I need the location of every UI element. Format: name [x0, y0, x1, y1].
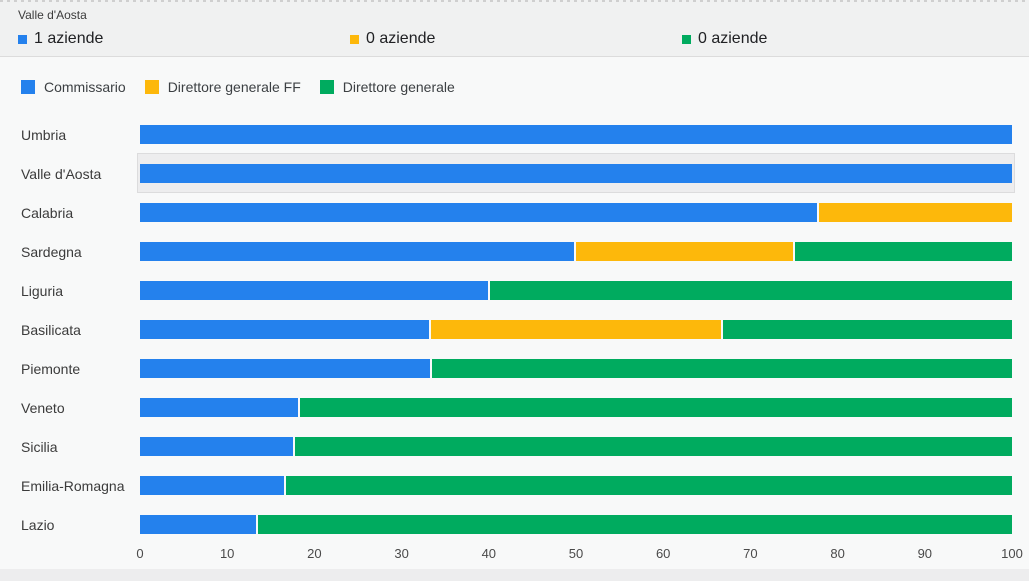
legend-label: Direttore generale: [342, 79, 455, 95]
bar-track: [140, 515, 1012, 534]
bar-segment-direttore-generale[interactable]: [490, 281, 1012, 300]
bar-segment-commissario[interactable]: [140, 515, 256, 534]
hover-readout-value-label: 0 aziende: [698, 30, 768, 47]
hover-readout-value-1: 0 aziende: [350, 30, 435, 48]
chart-row-basilicata: Basilicata: [0, 320, 1029, 359]
x-axis-tick-label: 70: [743, 546, 758, 561]
row-label: Umbria: [21, 126, 67, 143]
legend-item-commissario[interactable]: Commissario: [21, 79, 126, 95]
bar-segment-commissario[interactable]: [140, 242, 574, 261]
x-axis-tick-label: 30: [394, 546, 409, 561]
legend-label: Commissario: [44, 79, 126, 95]
bar-track: [140, 242, 1012, 261]
bar-segment-commissario[interactable]: [140, 476, 284, 495]
hover-readout-value-label: 0 aziende: [366, 30, 436, 47]
x-axis-tick-label: 50: [568, 546, 584, 561]
bar-segment-commissario[interactable]: [140, 125, 1012, 144]
bar-segment-direttore-generale[interactable]: [431, 359, 1012, 378]
chart-row-valle-d-aosta: Valle d'Aosta: [0, 153, 1029, 203]
bar-segment-commissario[interactable]: [140, 203, 817, 222]
bar-segment-direttore-generale[interactable]: [722, 320, 1012, 339]
row-label: Basilicata: [21, 321, 81, 338]
bar-segment-commissario[interactable]: [140, 164, 1012, 183]
legend-item-direttore-generale-ff[interactable]: Direttore generale FF: [144, 79, 301, 95]
legend-swatch-icon: [319, 80, 334, 94]
row-label: Emilia-Romagna: [21, 477, 125, 494]
bar-segment-direttore-generale[interactable]: [285, 476, 1012, 495]
row-label: Sardegna: [21, 243, 82, 260]
bar-segment-direttore-generale[interactable]: [257, 515, 1012, 534]
row-label: Sicilia: [21, 438, 58, 455]
bar-track: [140, 359, 1012, 378]
chart-row-piemonte: Piemonte: [0, 359, 1029, 398]
bar-segment-direttore-generale-ff[interactable]: [818, 203, 1012, 222]
row-label: Veneto: [21, 399, 65, 416]
bar-track: [140, 320, 1012, 339]
x-axis-tick-label: 40: [481, 546, 497, 561]
bar-track: [140, 476, 1012, 495]
bar-segment-commissario[interactable]: [140, 359, 430, 378]
chart-row-emilia-romagna: Emilia-Romagna: [0, 476, 1029, 515]
x-axis-tick-label: 100: [1001, 546, 1023, 561]
chart-rows: Umbria Valle d'Aosta Calabria Sardegna Ligur…: [0, 125, 1029, 554]
row-label: Lazio: [21, 516, 55, 533]
x-axis-tick-label: 10: [219, 546, 235, 561]
bar-segment-direttore-generale-ff[interactable]: [431, 320, 721, 339]
x-axis-tick-label: 80: [830, 546, 845, 561]
legend-label: Direttore generale FF: [167, 79, 301, 95]
bar-track: [140, 125, 1012, 144]
chart-row-calabria: Calabria: [0, 203, 1029, 242]
x-axis: 0 10 20 30 40 50 60 70 80 90 100: [136, 546, 1022, 564]
hover-readout-value-label: 1 aziende: [34, 30, 104, 47]
series-color-swatch-icon: [350, 34, 359, 44]
bar-segment-commissario[interactable]: [140, 281, 488, 300]
bar-segment-direttore-generale[interactable]: [300, 398, 1012, 417]
x-axis-tick-label: 90: [917, 546, 933, 561]
row-label: Piemonte: [21, 360, 81, 377]
bar-segment-commissario[interactable]: [140, 398, 299, 417]
legend-swatch-icon: [144, 80, 159, 94]
bar-track: [140, 203, 1012, 222]
legend-item-direttore-generale[interactable]: Direttore generale: [319, 79, 455, 95]
chart-row-umbria: Umbria: [0, 125, 1029, 164]
series-color-swatch-icon: [682, 34, 691, 44]
series-color-swatch-icon: [18, 34, 27, 44]
chart-row-lazio: Lazio: [0, 515, 1029, 554]
chart-row-sardegna: Sardegna: [0, 242, 1029, 281]
footer-strip: [0, 569, 1029, 581]
bar-track: [140, 281, 1012, 300]
bar-track: [140, 398, 1012, 417]
hover-readout-value-0: 1 aziende: [18, 30, 103, 48]
bar-track: [140, 437, 1012, 456]
chart-legend: Commissario Direttore generale FF Direttor…: [21, 79, 455, 95]
bar-track: [140, 164, 1012, 183]
bar-segment-commissario[interactable]: [140, 437, 294, 456]
chart-row-liguria: Liguria: [0, 281, 1029, 320]
row-label: Valle d'Aosta: [21, 165, 102, 182]
chart-row-veneto: Veneto: [0, 398, 1029, 437]
hover-readout-title: Valle d'Aosta: [18, 8, 87, 22]
row-label: Liguria: [21, 282, 64, 299]
chart-row-sicilia: Sicilia: [0, 437, 1029, 476]
hover-readout-panel: Valle d'Aosta 1 aziende 0 aziende 0 aziend…: [0, 0, 1029, 57]
x-axis-tick-label: 0: [136, 546, 144, 561]
legend-swatch-icon: [21, 80, 35, 94]
x-axis-tick-label: 60: [655, 546, 671, 561]
hover-readout-value-2: 0 aziende: [682, 30, 767, 48]
x-axis-tick-label: 20: [307, 546, 322, 561]
bar-segment-direttore-generale[interactable]: [295, 437, 1012, 456]
bar-segment-direttore-generale[interactable]: [795, 242, 1012, 261]
bar-segment-commissario[interactable]: [140, 320, 430, 339]
row-label: Calabria: [21, 204, 74, 221]
bar-segment-direttore-generale-ff[interactable]: [576, 242, 793, 261]
